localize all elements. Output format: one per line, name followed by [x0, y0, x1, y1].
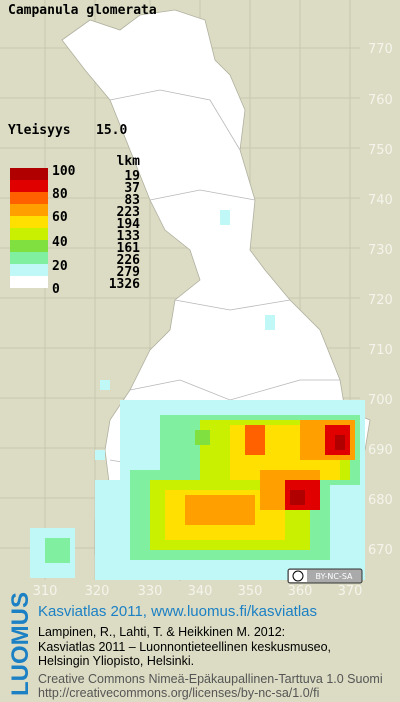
y-label: 700 — [368, 393, 393, 408]
count: 194 — [117, 217, 141, 232]
y-label: 750 — [368, 143, 393, 158]
map-title: Campanula glomerata — [8, 3, 157, 18]
scale-label: 40 — [52, 235, 68, 250]
citation-line: Lampinen, R., Lahti, T. & Heikkinen M. 2… — [38, 625, 285, 639]
x-label: 340 — [188, 584, 213, 599]
y-label: 740 — [368, 193, 393, 208]
y-label: 720 — [368, 293, 393, 308]
y-label: 730 — [368, 243, 393, 258]
legend-counts: 19 37 83 223 194 133 161 226 279 1326 — [109, 169, 140, 292]
occurrence-cells — [30, 210, 365, 580]
legend-swatches — [10, 168, 48, 288]
count: 133 — [117, 229, 140, 244]
count: 37 — [124, 181, 140, 196]
y-axis-labels: 770 760 750 740 730 720 710 700 690 680 … — [368, 42, 393, 558]
count-header: lkm — [117, 154, 141, 169]
y-label: 670 — [368, 543, 393, 558]
count: 279 — [117, 265, 140, 280]
index-label: Yleisyys — [8, 123, 71, 138]
x-label: 310 — [33, 584, 58, 599]
y-label: 680 — [368, 493, 393, 508]
x-label: 350 — [238, 584, 263, 599]
license-line: Creative Commons Nimeä-Epäkaupallinen-Ta… — [38, 672, 383, 686]
x-label: 320 — [85, 584, 110, 599]
footer-heading[interactable]: Kasviatlas 2011, www.luomus.fi/kasviatla… — [38, 603, 317, 620]
y-label: 770 — [368, 42, 393, 57]
count: 83 — [124, 193, 140, 208]
license-line[interactable]: http://creativecommons.org/licenses/by-n… — [38, 686, 319, 700]
x-label: 360 — [288, 584, 313, 599]
logo: LUOMUS — [7, 592, 34, 696]
count: 19 — [124, 169, 140, 184]
count: 1326 — [109, 277, 140, 292]
count: 161 — [117, 241, 141, 256]
scale-label: 20 — [52, 259, 68, 274]
x-label: 370 — [338, 584, 363, 599]
index-value: 15.0 — [96, 123, 127, 138]
scale-label: 60 — [52, 210, 68, 225]
citation-line: Kasviatlas 2011 – Luonnontieteellinen ke… — [38, 640, 331, 654]
y-label: 690 — [368, 443, 393, 458]
legend-scale: 100 80 60 40 20 0 — [52, 164, 76, 297]
license-badge[interactable]: BY-NC-SA — [287, 568, 363, 584]
x-label: 330 — [138, 584, 163, 599]
citation-line: Helsingin Yliopisto, Helsinki. — [38, 654, 194, 668]
count: 226 — [117, 253, 141, 268]
y-label: 710 — [368, 343, 393, 358]
scale-label: 80 — [52, 187, 68, 202]
y-label: 760 — [368, 93, 393, 108]
badge-text: BY-NC-SA — [315, 572, 353, 581]
scale-label: 0 — [52, 282, 60, 297]
count: 223 — [117, 205, 140, 220]
x-axis-labels: 310 320 330 340 350 360 370 — [33, 584, 363, 599]
scale-label: 100 — [52, 164, 76, 179]
